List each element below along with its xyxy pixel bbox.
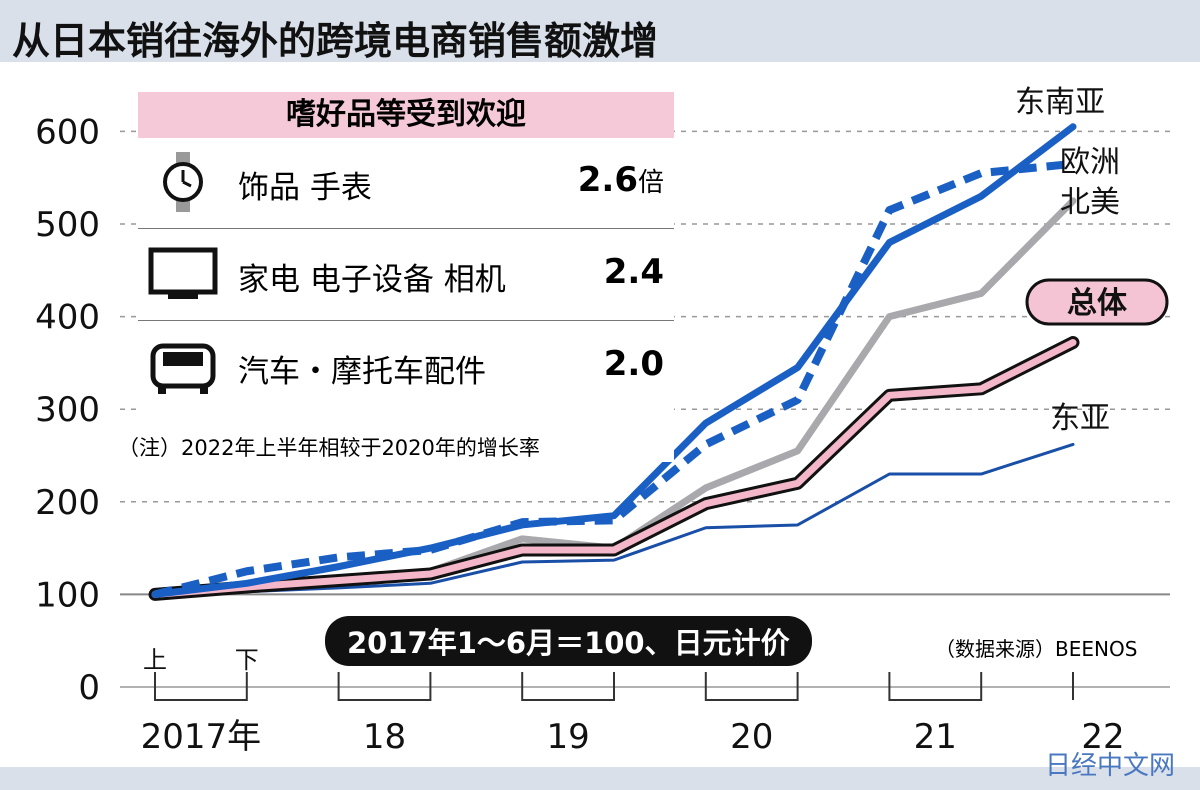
x-year-label: 22 <box>1081 717 1124 757</box>
x-year-label: 20 <box>730 717 773 757</box>
base-note: 2017年1～6月＝100、日元计价 <box>325 616 812 666</box>
year-bracket <box>888 672 983 701</box>
series-line-欧洲 <box>154 159 1074 599</box>
category-growth-panel: 嗜好品等受到欢迎 饰品 手表 2.6倍 家电 电子设备 相机 2.4 汽车・摩托… <box>118 92 674 462</box>
panel-note: （注）2022年上半年相较于2020年的增长率 <box>118 436 540 460</box>
y-tick-label: 300 <box>35 390 100 430</box>
series-label: 东亚 <box>1050 401 1110 436</box>
series-label: 北美 <box>1060 185 1120 220</box>
source-note: （数据来源）BEENOS <box>935 637 1138 661</box>
x-half-label: 上 <box>143 646 167 674</box>
year-bracket <box>521 672 615 701</box>
item-label: 汽车・摩托车配件 <box>238 354 486 390</box>
x-year-label: 19 <box>546 717 589 757</box>
item-label: 饰品 手表 <box>238 170 372 206</box>
watermark: 日经中文网 <box>1045 751 1176 781</box>
year-bracket <box>154 672 248 701</box>
item-value: 2.6倍 <box>577 160 664 200</box>
tv-icon <box>148 247 218 299</box>
series-label-bg <box>1025 278 1169 326</box>
item-value: 2.4 <box>603 252 664 292</box>
y-tick-label: 100 <box>35 575 100 615</box>
item-value: 2.0 <box>603 344 664 384</box>
y-tick-label: 400 <box>35 298 100 338</box>
x-year-label: 21 <box>914 717 957 757</box>
item-label: 家电 电子设备 相机 <box>238 262 506 298</box>
x-year-label: 2017年 <box>141 717 262 757</box>
series-line-东南亚 <box>151 123 1077 598</box>
watch-icon <box>163 152 203 212</box>
series-line-总体 <box>151 339 1077 598</box>
year-bracket <box>704 672 799 701</box>
x-year-label: 18 <box>363 717 406 757</box>
series-label: 东南亚 <box>1015 85 1105 120</box>
y-tick-label: 0 <box>78 668 100 708</box>
y-tick-label: 200 <box>35 483 100 523</box>
chart-title: 从日本销往海外的跨境电商销售额激增 <box>12 19 659 63</box>
x-half-label: 下 <box>235 646 259 674</box>
panel-heading: 嗜好品等受到欢迎 <box>138 92 674 138</box>
year-bracket <box>337 672 432 701</box>
series-label: 总体 <box>1067 286 1128 321</box>
y-tick-label: 500 <box>35 205 100 245</box>
car-icon <box>150 343 216 394</box>
y-tick-label: 600 <box>35 112 100 152</box>
series-label: 欧洲 <box>1060 145 1120 180</box>
